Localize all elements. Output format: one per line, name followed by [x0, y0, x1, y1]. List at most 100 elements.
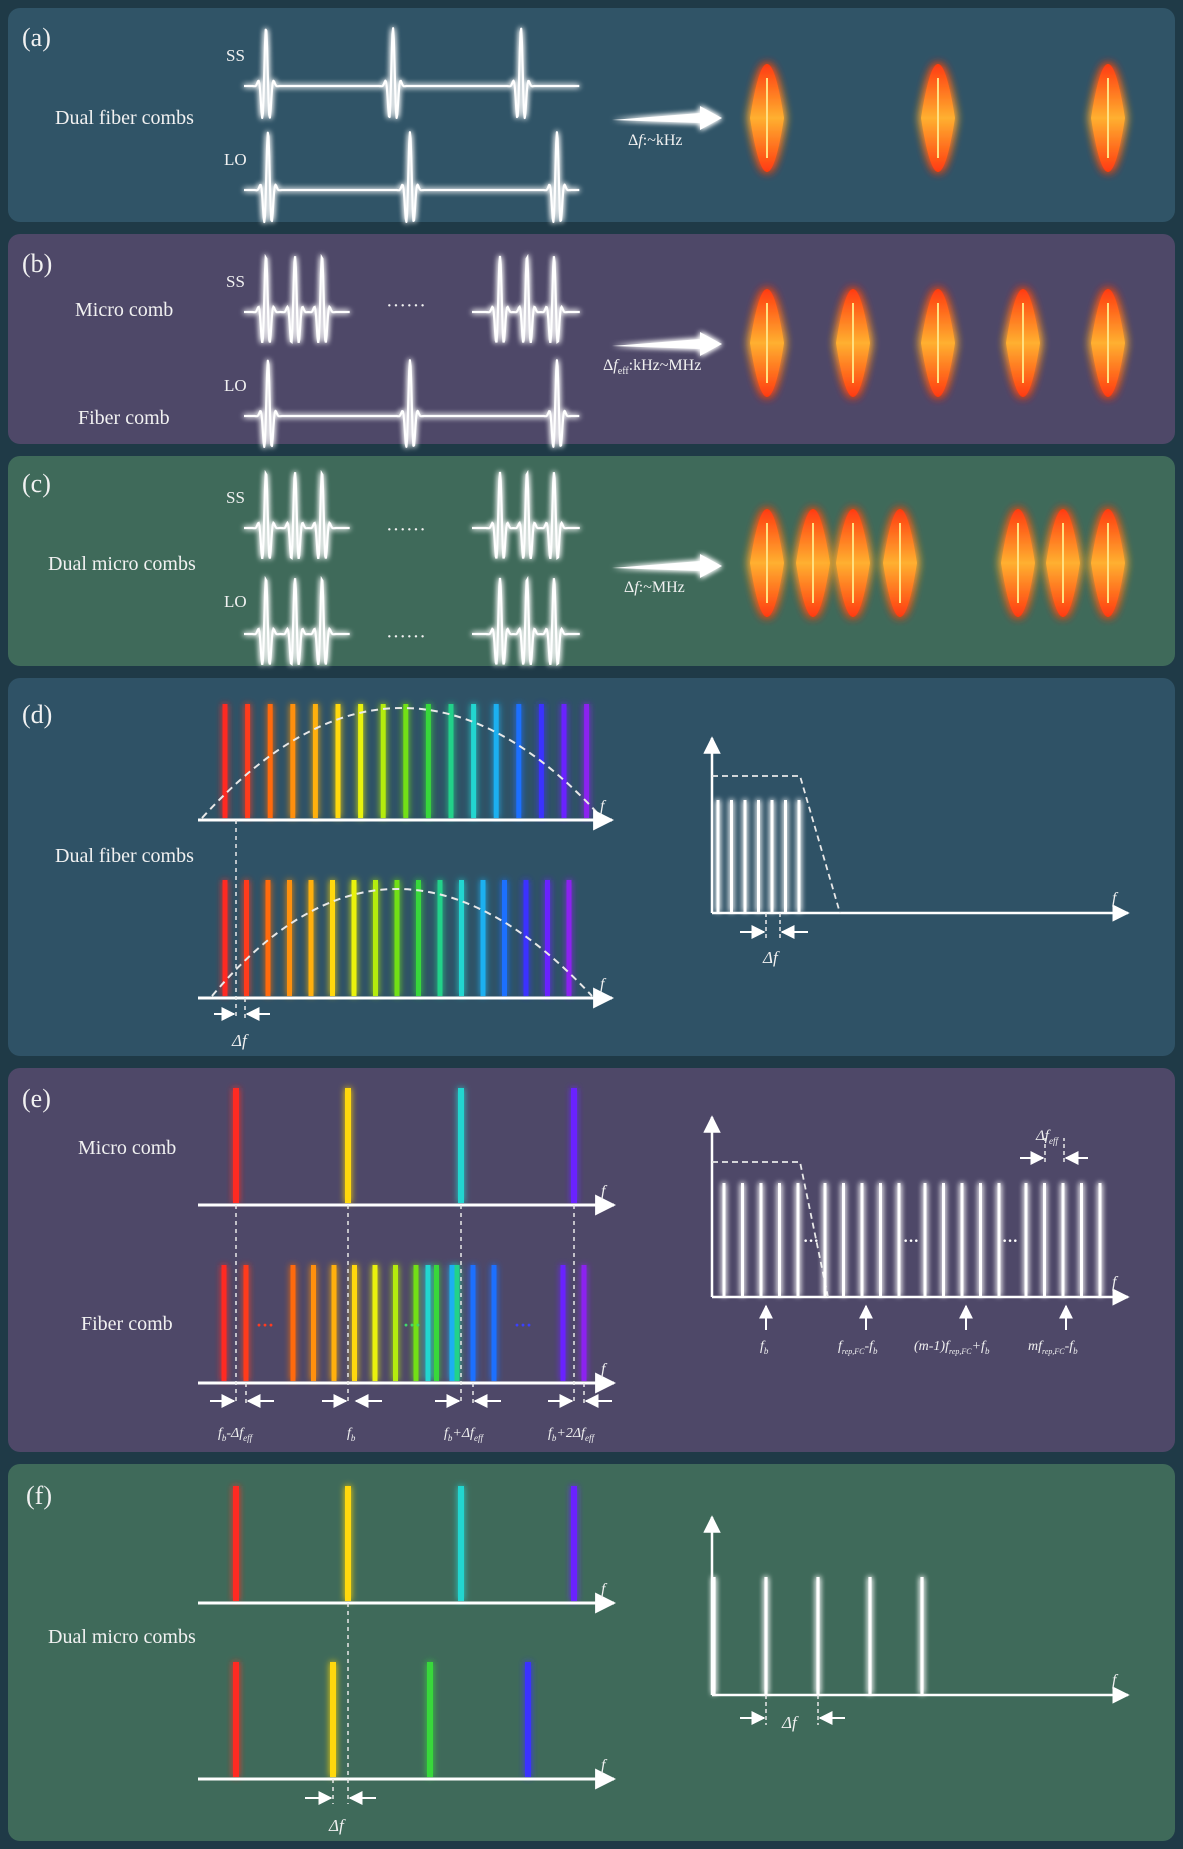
panel-f-rf-delta-label: Δf: [781, 1713, 799, 1732]
panel-e-rf-delta-label: Δfeff: [1035, 1128, 1059, 1146]
panel-b-bg: [8, 234, 1175, 444]
panel-a-tag: (a): [22, 23, 51, 52]
panel-d-bottom-envelope: [211, 888, 593, 997]
panel-c-arrow: [612, 554, 722, 578]
panel-e-bottom-axis-f: f: [601, 1361, 608, 1378]
panel-c-ss-label: SS: [226, 488, 245, 507]
panel-c-dots-bottom: ······: [386, 626, 426, 648]
panel-b-tag: (b): [22, 249, 52, 278]
panel-d-top-axis-f: f: [600, 798, 607, 815]
panel-e-rf-gap-1: ···: [803, 1233, 819, 1250]
panel-e: (e) Micro comb Fiber comb f f ··· ··· ··…: [22, 1084, 1130, 1443]
panel-f-title: Dual micro combs: [48, 1626, 196, 1648]
panel-e-micro-comb: [233, 1088, 577, 1203]
panel-e-ellipsis-green: ···: [403, 1315, 421, 1335]
panel-c-interferogram: [750, 509, 1128, 617]
panel-d-top-comb: [222, 704, 590, 818]
panel-e-title-micro: Micro comb: [78, 1137, 176, 1159]
panel-b-arrow: [612, 332, 722, 356]
pc-ss-segment-1: [244, 469, 350, 560]
pc-lo-segment-1: [244, 575, 350, 666]
panel-d-rf-lines: [716, 800, 801, 912]
panel-a-ss-label: SS: [226, 46, 245, 65]
panel-f: (f) Dual micro combs f f Δf f Δf: [26, 1481, 1130, 1835]
panel-b-lo-pulse-train: [243, 359, 580, 448]
panel-c-bg: [8, 456, 1175, 666]
panel-f-top-comb: [233, 1486, 577, 1601]
panel-e-rf-label-4: mfrep,FC-fb: [1028, 1339, 1078, 1356]
panel-a-lo-pulse-train: [243, 131, 580, 224]
panel-e-rf-axis-f: f: [1112, 1274, 1119, 1291]
panel-e-title-fiber: Fiber comb: [81, 1313, 173, 1335]
panel-e-label-4: fb+2Δfeff: [548, 1426, 595, 1443]
panel-c-tag: (c): [22, 469, 51, 498]
panel-e-fiber-comb: [221, 1265, 587, 1381]
panel-f-rf-lines: [712, 1577, 924, 1694]
panel-b-ss-label: SS: [226, 272, 245, 291]
panel-e-bg: [8, 1068, 1175, 1452]
pa-lo-waveform: [243, 131, 580, 224]
panel-a-ss-pulse-train: [243, 27, 580, 120]
panel-b-interferogram: [750, 289, 1128, 397]
panel-a-arrow-label: Δf:~kHz: [628, 132, 683, 149]
panel-e-rf-label-2: frep,FC-fb: [838, 1339, 878, 1356]
panel-d-bg: [8, 678, 1175, 1056]
panel-b: (b) Micro comb Fiber comb SS LO ······ Δ…: [22, 249, 1128, 448]
panel-d-title: Dual fiber combs: [55, 845, 194, 867]
panel-c-title: Dual micro combs: [48, 553, 196, 575]
panel-d-rf-delta-label: Δf: [762, 948, 780, 967]
panel-e-rf-gap-2: ···: [903, 1233, 919, 1250]
panel-c-lo-label: LO: [224, 592, 247, 611]
pc-lo-segment-2: [472, 575, 580, 666]
pa-ss-waveform: [243, 27, 580, 120]
panel-a: (a) Dual fiber combs SS LO Δf:~kHz: [22, 23, 1128, 224]
panel-a-interferogram: [750, 64, 1128, 172]
panel-b-dots: ······: [386, 295, 426, 317]
panel-e-rf-label-1: fb: [760, 1339, 769, 1356]
panel-d: (d) Dual fiber combs f f Δf f Δf: [22, 700, 1130, 1050]
panel-e-rf-gap-3: ···: [1002, 1233, 1018, 1250]
panel-b-arrow-label: Δfeff:kHz~MHz: [603, 357, 701, 377]
panel-a-bg: [8, 8, 1175, 222]
panel-e-label-2: fb: [347, 1426, 356, 1443]
panel-b-lo-label: LO: [224, 376, 247, 395]
panel-e-top-axis-f: f: [601, 1183, 608, 1200]
panel-e-tag: (e): [22, 1084, 51, 1113]
panel-a-lo-label: LO: [224, 150, 247, 169]
panel-b-ss-pulse-train: [244, 253, 580, 344]
panel-f-bg: [8, 1464, 1175, 1841]
pb-ss-segment-2: [472, 253, 580, 344]
panel-e-ellipsis-blue: ···: [514, 1315, 532, 1335]
panel-a-arrow: [612, 106, 722, 130]
panel-d-bottom-axis-f: f: [600, 976, 607, 993]
panel-f-delta-label: Δf: [328, 1816, 346, 1835]
panel-f-tag: (f): [26, 1481, 52, 1510]
panel-d-tag: (d): [22, 700, 52, 729]
panel-c-lo-pulse-train: [244, 575, 580, 666]
panel-a-title: Dual fiber combs: [55, 107, 194, 129]
panel-c-ss-pulse-train: [244, 469, 580, 560]
panel-d-delta-label: Δf: [231, 1031, 249, 1050]
panel-c-arrow-label: Δf:~MHz: [624, 579, 685, 596]
panel-c-dots-top: ······: [386, 519, 426, 541]
panel-b-title-micro: Micro comb: [75, 299, 173, 321]
panel-d-rf-axis-f: f: [1112, 890, 1119, 907]
panel-c: (c) Dual micro combs SS LO ······ ······…: [22, 469, 1128, 666]
panel-e-label-1: fb-Δfeff: [218, 1426, 254, 1443]
panel-e-ellipsis-red: ···: [256, 1315, 274, 1335]
panel-f-top-axis-f: f: [601, 1581, 608, 1598]
panel-f-rf-axis-f: f: [1112, 1672, 1119, 1689]
panel-b-title-fiber: Fiber comb: [78, 407, 170, 429]
pc-ss-segment-2: [472, 469, 580, 560]
panel-e-rf-markers: [759, 1304, 1073, 1330]
panel-f-bottom-comb: [233, 1662, 531, 1777]
panel-d-top-envelope: [201, 707, 603, 819]
pb-lo-waveform: [243, 359, 580, 448]
pb-ss-segment-1: [244, 253, 350, 344]
panel-e-label-3: fb+Δfeff: [444, 1426, 484, 1443]
panel-d-rf-filter: [712, 775, 841, 914]
panel-f-bottom-axis-f: f: [601, 1757, 608, 1774]
panel-d-bottom-comb: [222, 880, 572, 996]
panel-e-rf-label-3: (m-1)frep,FC+fb: [914, 1339, 990, 1356]
